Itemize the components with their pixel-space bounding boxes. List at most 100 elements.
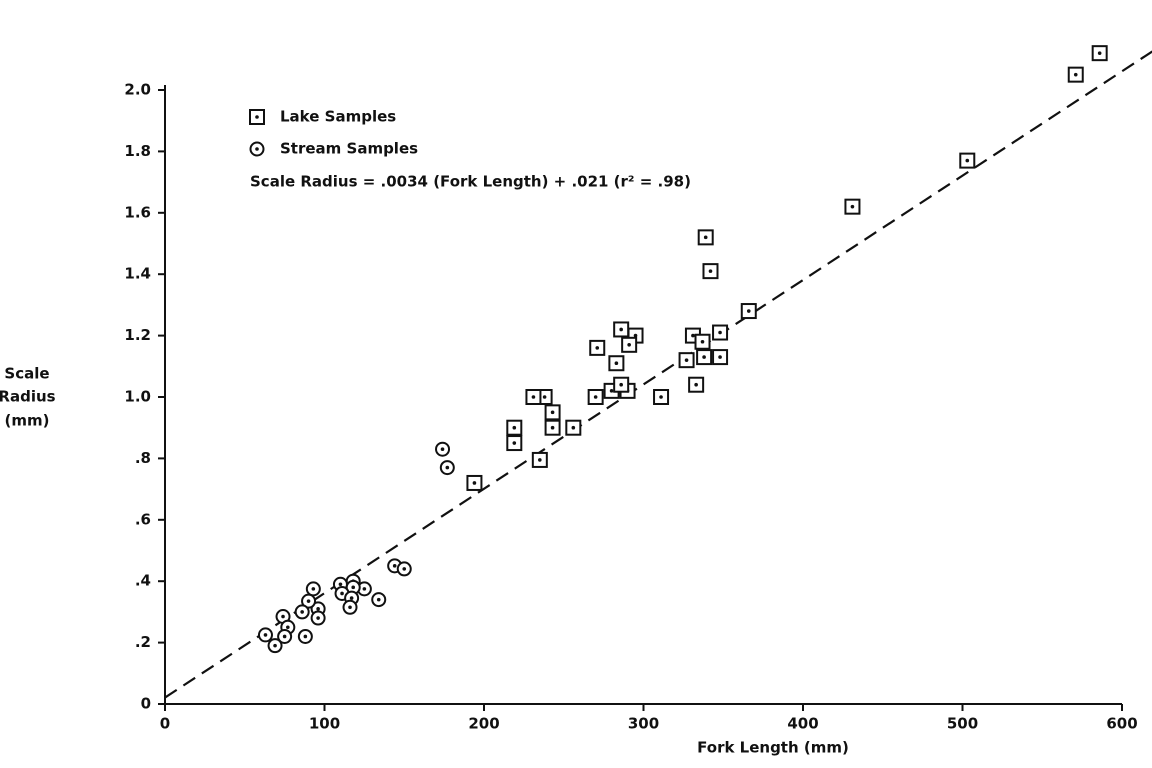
y-tick-label: .8: [135, 449, 151, 467]
lake-sample: [544, 404, 561, 421]
legend-label: Stream Samples: [280, 140, 418, 158]
lake-sample: [621, 336, 638, 353]
marker-part: [255, 115, 259, 119]
lake-sample: [678, 352, 695, 369]
x-axis-label: Fork Length (mm): [697, 739, 849, 757]
stream-sample: [267, 638, 283, 654]
lake-sample: [613, 321, 630, 338]
marker-part: [627, 343, 631, 347]
stream-sample: [310, 610, 326, 626]
marker-part: [542, 395, 547, 399]
marker-part: [338, 582, 343, 587]
marker-part: [316, 607, 320, 611]
marker-part: [531, 395, 536, 399]
lake-sample: [844, 198, 861, 215]
marker-part: [255, 147, 259, 151]
marker-part: [614, 361, 619, 366]
marker-part: [593, 395, 598, 399]
y-tick-label: 2.0: [124, 81, 151, 99]
lake-sample: [712, 349, 729, 366]
legend-label: Lake Samples: [280, 108, 396, 126]
marker-part: [281, 614, 285, 619]
x-tick-label: 300: [628, 715, 659, 733]
marker-part: [445, 465, 450, 470]
marker-part: [351, 585, 356, 590]
marker-part: [316, 616, 320, 620]
stream-sample: [371, 592, 387, 608]
stream-sample: [305, 581, 321, 597]
lake-sample: [544, 419, 561, 436]
marker-part: [691, 333, 695, 338]
stream-sample: [439, 460, 455, 476]
stream-sample: [294, 604, 310, 620]
stream-sample: [277, 628, 293, 644]
y-tick-label: .2: [135, 633, 151, 651]
y-axis-label: Radius: [0, 388, 56, 406]
y-tick-label: 1.0: [124, 388, 151, 406]
marker-part: [746, 309, 751, 313]
lake-sample: [1067, 66, 1084, 83]
x-tick-label: 500: [947, 715, 978, 733]
lake-sample: [694, 333, 711, 350]
marker-part: [512, 441, 517, 445]
marker-part: [303, 634, 308, 639]
marker-part: [340, 591, 344, 596]
y-tick-label: 0: [141, 695, 151, 713]
marker-part: [609, 389, 614, 393]
lake-sample: [587, 389, 604, 405]
x-tick-label: 400: [787, 715, 818, 733]
marker-part: [362, 587, 367, 591]
y-tick-label: 1.2: [124, 326, 151, 344]
x-tick-label: 100: [309, 715, 340, 733]
marker-part: [306, 599, 311, 603]
lake-sample: [249, 109, 265, 125]
marker-part: [311, 587, 316, 591]
marker-part: [263, 633, 268, 637]
marker-part: [659, 395, 663, 399]
marker-part: [300, 610, 304, 614]
lake-sample: [740, 303, 757, 320]
marker-part: [694, 382, 698, 387]
x-tick-label: 600: [1106, 715, 1137, 733]
stream-sample: [249, 141, 265, 157]
stream-sample: [301, 593, 317, 609]
marker-part: [684, 358, 689, 362]
y-axis-label: Scale: [4, 365, 49, 383]
lake-sample: [525, 389, 542, 405]
lake-sample: [589, 339, 606, 356]
lake-sample: [959, 152, 976, 169]
lake-sample: [466, 474, 483, 491]
marker-part: [538, 458, 542, 462]
marker-part: [965, 158, 970, 163]
lake-sample: [688, 376, 705, 393]
y-tick-label: 1.4: [124, 265, 151, 283]
marker-part: [440, 447, 445, 451]
lake-sample: [531, 451, 548, 468]
equation: Scale Radius = .0034 (Fork Length) + .02…: [250, 173, 691, 191]
lake-sample: [653, 389, 670, 405]
x-tick-label: 0: [160, 715, 170, 733]
marker-part: [282, 634, 287, 639]
marker-part: [702, 355, 706, 359]
marker-part: [472, 481, 477, 485]
lake-sample: [506, 419, 523, 436]
marker-part: [619, 327, 623, 332]
marker-part: [718, 355, 722, 359]
marker-part: [1073, 72, 1078, 77]
lake-sample: [608, 355, 625, 372]
y-axis-label: (mm): [5, 412, 50, 430]
marker-part: [850, 204, 855, 209]
x-tick-label: 200: [468, 715, 499, 733]
lake-sample: [565, 419, 582, 436]
marker-part: [703, 235, 708, 240]
marker-part: [402, 567, 407, 571]
marker-part: [619, 382, 623, 387]
marker-part: [550, 410, 555, 415]
lake-sample: [712, 324, 729, 341]
stream-sample: [435, 441, 451, 457]
marker-part: [700, 339, 705, 344]
lake-sample: [696, 349, 713, 366]
marker-part: [633, 333, 638, 338]
lake-sample: [1091, 45, 1108, 62]
y-tick-label: .6: [135, 510, 151, 528]
